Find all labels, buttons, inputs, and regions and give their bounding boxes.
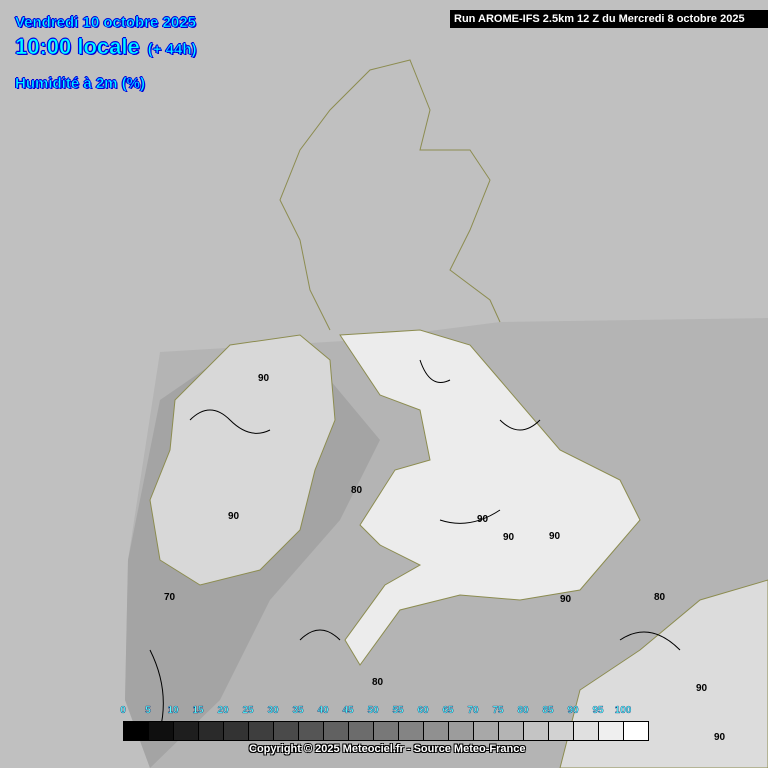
- forecast-time: 10:00 locale (+ 44h): [15, 34, 197, 60]
- contour-label: 80: [372, 677, 384, 688]
- colorbar-swatch: [449, 722, 474, 740]
- colorbar-swatch: [624, 722, 648, 740]
- colorbar-swatch: [249, 722, 274, 740]
- colorbar-tick: 60: [417, 705, 429, 716]
- colorbar-tick: 90: [567, 705, 579, 716]
- colorbar-swatch: [574, 722, 599, 740]
- colorbar-tick: 10: [167, 705, 179, 716]
- colorbar-tick: 70: [467, 705, 479, 716]
- colorbar-tick: 85: [542, 705, 554, 716]
- contour-label: 90: [560, 594, 572, 605]
- colorbar-swatch: [224, 722, 249, 740]
- colorbar-tick: 50: [367, 705, 379, 716]
- copyright: Copyright © 2025 Meteociel.fr - Source M…: [249, 743, 526, 755]
- great-britain-land: [339, 329, 641, 666]
- colorbar-tick: 75: [492, 705, 504, 716]
- colorbar-swatch: [374, 722, 399, 740]
- forecast-date: Vendredi 10 octobre 2025: [15, 14, 197, 32]
- contour-label: 90: [477, 514, 489, 525]
- colorbar-tick: 40: [317, 705, 329, 716]
- contour-label: 90: [714, 732, 726, 743]
- colorbar-tick: 35: [292, 705, 304, 716]
- colorbar-swatch: [124, 722, 149, 740]
- colorbar-swatch: [499, 722, 524, 740]
- scotland-outline: [279, 59, 501, 331]
- colorbar-swatch: [149, 722, 174, 740]
- colorbar-tick: 80: [517, 705, 529, 716]
- lead-time: (+ 44h): [147, 41, 197, 59]
- colorbar-swatch: [174, 722, 199, 740]
- colorbar-swatch: [399, 722, 424, 740]
- contour-lines: [149, 359, 681, 731]
- colorbar-swatch: [299, 722, 324, 740]
- colorbar-tick: 95: [592, 705, 604, 716]
- colorbar-swatch: [599, 722, 624, 740]
- colorbar-tick: 30: [267, 705, 279, 716]
- run-info: Run AROME-IFS 2.5km 12 Z du Mercredi 8 o…: [450, 10, 768, 28]
- ireland-land: [149, 334, 336, 586]
- colorbar-tick: 20: [217, 705, 229, 716]
- contour-label: 80: [654, 592, 666, 603]
- colorbar-swatch: [274, 722, 299, 740]
- contour-label: 90: [696, 683, 708, 694]
- colorbar-swatch: [349, 722, 374, 740]
- colorbar-tick: 5: [145, 705, 151, 716]
- local-time: 10:00 locale: [15, 34, 140, 60]
- contour-label: 90: [228, 511, 240, 522]
- contour-label: 90: [503, 532, 515, 543]
- colorbar-swatch: [524, 722, 549, 740]
- colorbar-swatch: [324, 722, 349, 740]
- colorbar-tick: 100: [614, 705, 632, 716]
- colorbar-swatch: [474, 722, 499, 740]
- parameter-title: Humidité à 2m (%): [15, 75, 146, 93]
- contour-label: 80: [351, 485, 363, 496]
- colorbar-swatch: [199, 722, 224, 740]
- colorbar-tick: 45: [342, 705, 354, 716]
- colorbar-tick: 65: [442, 705, 454, 716]
- contour-label: 70: [164, 592, 176, 603]
- colorbar-tick: 15: [192, 705, 204, 716]
- colorbar-tick: 25: [242, 705, 254, 716]
- contour-label: 90: [258, 373, 270, 384]
- colorbar-swatch: [549, 722, 574, 740]
- colorbar-tick: 55: [392, 705, 404, 716]
- colorbar-swatch: [424, 722, 449, 740]
- colorbar-tick: 0: [120, 705, 126, 716]
- colorbar: [123, 721, 649, 741]
- contour-label: 90: [549, 531, 561, 542]
